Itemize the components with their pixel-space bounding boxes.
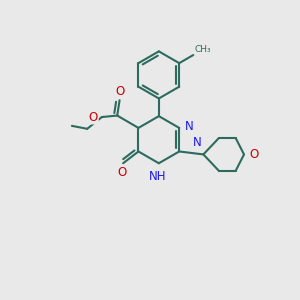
Text: N: N [193,136,202,149]
Text: O: O [88,110,98,124]
Text: O: O [117,166,126,178]
Text: NH: NH [148,170,166,183]
Text: CH₃: CH₃ [194,45,211,54]
Text: O: O [115,85,124,98]
Text: O: O [249,148,259,161]
Text: N: N [184,120,193,133]
